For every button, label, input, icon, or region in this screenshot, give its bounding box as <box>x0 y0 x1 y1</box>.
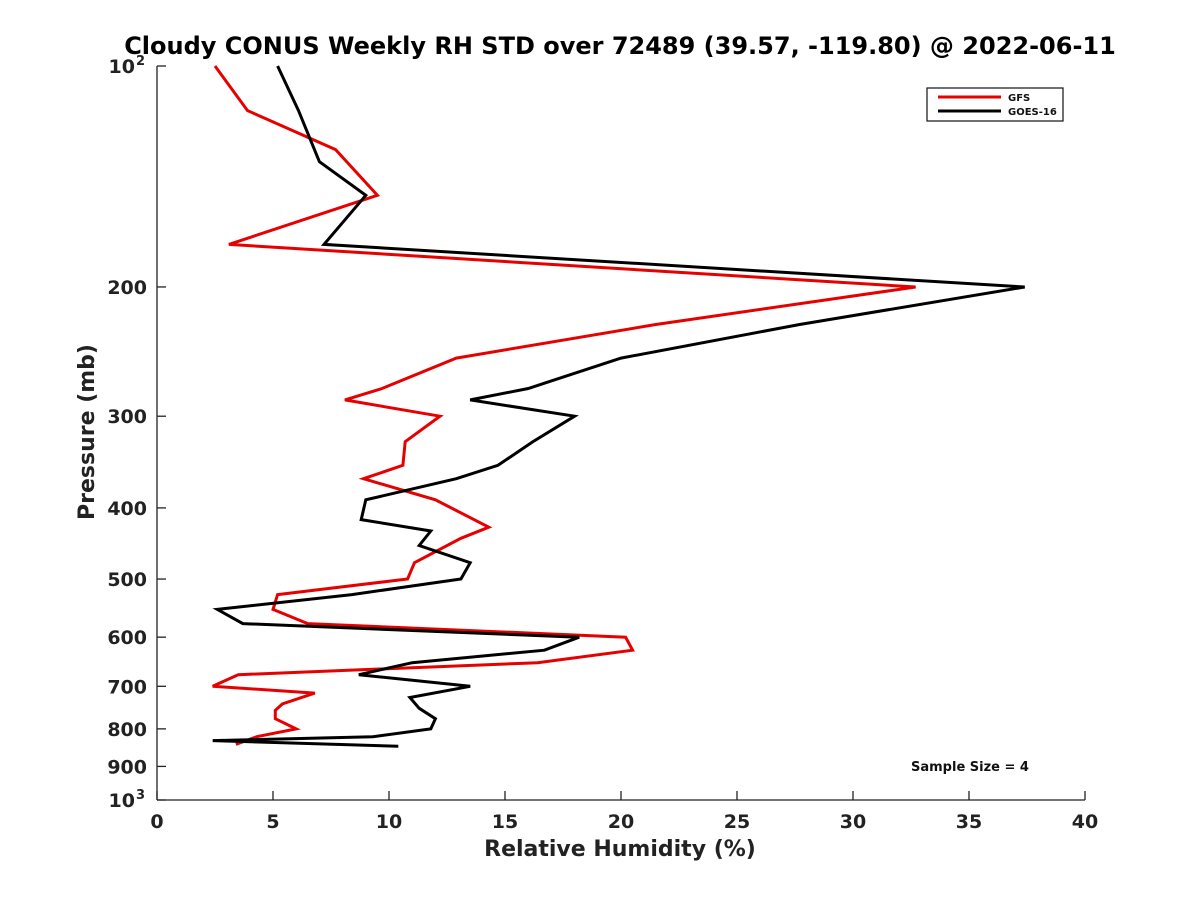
y-tick-label: 400 <box>107 498 147 520</box>
y-axis-label: Pressure (mb) <box>75 344 100 520</box>
y-tick-label: 900 <box>107 756 147 778</box>
legend-label-gfs: GFS <box>1008 93 1030 104</box>
y-tick-exponent: 2 <box>136 54 145 69</box>
y-tick-label: 700 <box>107 676 147 698</box>
y-tick-label: 10 <box>109 790 135 812</box>
x-tick-label: 0 <box>150 811 163 833</box>
x-axis-label: Relative Humidity (%) <box>484 837 756 862</box>
series-line-goes-16 <box>212 65 1025 748</box>
legend-box <box>926 87 1064 122</box>
series-layer <box>212 65 1025 748</box>
y-tick-label: 500 <box>107 569 147 591</box>
legend: GFS GOES-16 <box>926 87 1064 122</box>
y-tick-label: 200 <box>107 277 147 299</box>
x-tick-label: 10 <box>376 811 402 833</box>
chart-title: Cloudy CONUS Weekly RH STD over 72489 (3… <box>124 32 1116 60</box>
y-tick-exponent: 3 <box>136 788 145 803</box>
y-tick-label: 300 <box>107 406 147 428</box>
y-tick-label: 10 <box>109 56 135 78</box>
x-tick-label: 40 <box>1072 811 1098 833</box>
y-tick-label: 800 <box>107 719 147 741</box>
x-tick-label: 20 <box>608 811 634 833</box>
x-ticks: 0 5 10 15 20 25 30 35 40 <box>150 791 1098 833</box>
plot-area: 0 5 10 15 20 25 30 35 40 10 220030040050060070080… <box>107 54 1098 833</box>
x-tick-label: 5 <box>266 811 279 833</box>
legend-label-goes-16: GOES-16 <box>1008 107 1057 118</box>
x-tick-label: 15 <box>492 811 518 833</box>
y-tick-label: 600 <box>107 627 147 649</box>
x-tick-label: 30 <box>840 811 866 833</box>
sample-size-annotation: Sample Size = 4 <box>911 760 1029 775</box>
x-tick-label: 25 <box>724 811 750 833</box>
x-tick-label: 35 <box>956 811 982 833</box>
